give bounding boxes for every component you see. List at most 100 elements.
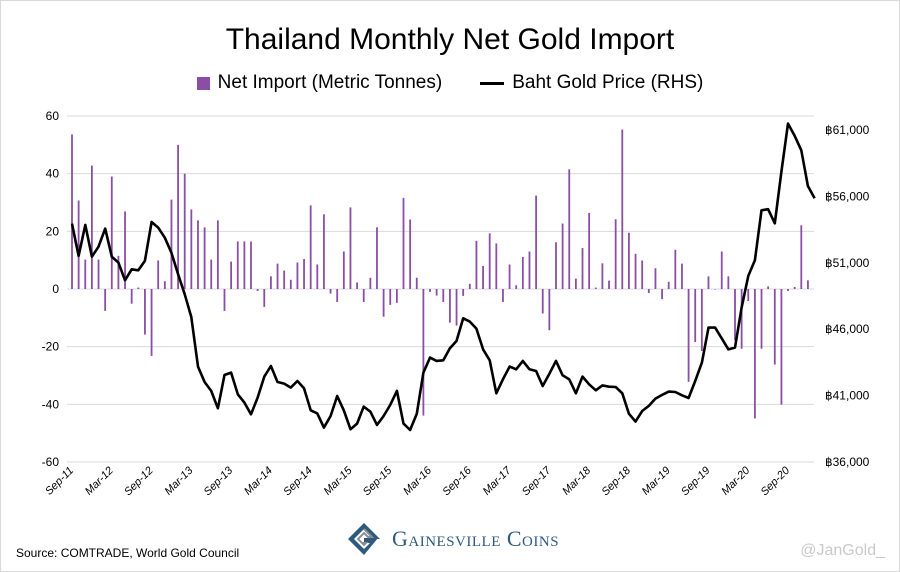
left-tick-label: 40 <box>46 167 60 181</box>
net-import-bar <box>555 242 557 289</box>
net-import-bar <box>150 289 153 356</box>
net-import-bar <box>395 289 398 303</box>
net-import-bar <box>71 134 73 289</box>
net-import-bar <box>97 259 100 289</box>
net-import-bar <box>442 289 445 302</box>
right-tick-label: ฿61,000 <box>825 123 870 137</box>
net-import-bar <box>183 173 186 289</box>
net-import-bar <box>720 251 723 289</box>
x-tick-label: Sep-14 <box>281 465 315 499</box>
net-import-bar <box>422 289 425 416</box>
net-import-bar <box>223 289 226 311</box>
x-tick-label: Sep-11 <box>43 465 76 498</box>
net-import-bar <box>700 289 703 351</box>
net-import-bar <box>270 276 272 289</box>
net-import-bar <box>130 289 133 304</box>
net-import-bar <box>807 280 809 289</box>
net-import-bar <box>177 144 179 289</box>
net-import-bar <box>515 285 518 289</box>
net-import-bar <box>276 263 279 289</box>
right-tick-label: ฿41,000 <box>825 389 870 403</box>
net-import-bar <box>568 169 571 289</box>
legend-swatch-bar <box>196 76 210 90</box>
net-import-bar <box>415 277 418 289</box>
x-tick-label: Mar-14 <box>242 465 275 498</box>
net-import-bar <box>681 263 683 289</box>
net-import-bar <box>541 289 544 314</box>
net-import-bar <box>488 233 491 289</box>
net-import-bar <box>402 197 405 289</box>
net-import-bar <box>800 225 803 289</box>
right-tick-label: ฿36,000 <box>825 455 870 469</box>
net-import-bar <box>197 220 199 289</box>
net-import-bar <box>263 289 266 307</box>
net-import-bar <box>601 263 604 289</box>
x-tick-label: Sep-12 <box>122 465 156 499</box>
net-import-bar <box>661 289 663 300</box>
net-import-bar <box>329 289 332 294</box>
net-import-bar <box>190 209 193 289</box>
net-import-bar <box>780 289 783 405</box>
net-import-bar <box>628 232 630 289</box>
net-import-bar <box>694 289 697 343</box>
net-import-bar <box>362 289 365 302</box>
net-import-bar <box>336 289 339 302</box>
x-tick-label: Sep-18 <box>599 464 633 498</box>
net-import-bar <box>250 241 252 289</box>
net-import-bar <box>734 289 736 341</box>
net-import-bar <box>495 243 498 289</box>
chart-title: Thailand Monthly Net Gold Import <box>225 23 675 56</box>
net-import-bar <box>528 251 531 289</box>
net-import-bar <box>727 276 730 289</box>
net-import-bar <box>316 264 319 289</box>
net-import-bar <box>309 205 312 289</box>
net-import-bar <box>654 268 657 289</box>
net-import-bar <box>124 211 126 289</box>
net-import-bar <box>256 289 259 292</box>
net-import-bar <box>170 199 173 289</box>
net-import-bar <box>747 289 750 302</box>
x-tick-label: Mar-15 <box>322 464 356 498</box>
right-tick-label: ฿46,000 <box>825 322 870 336</box>
net-import-bar <box>753 289 756 419</box>
net-import-bar <box>303 259 305 289</box>
x-tick-label: Mar-18 <box>560 464 594 498</box>
net-import-bar <box>621 129 624 289</box>
x-tick-label: Sep-20 <box>759 464 793 498</box>
net-import-bar <box>502 289 504 302</box>
net-import-bar <box>435 289 438 296</box>
left-tick-label: 60 <box>46 109 60 123</box>
left-tick-label: 0 <box>52 282 59 296</box>
net-import-bar <box>647 289 650 294</box>
legend-item-gold-price: Baht Gold Price (RHS) <box>480 72 703 94</box>
net-import-bar <box>243 241 246 289</box>
net-import-bar <box>760 289 763 349</box>
net-import-bar <box>482 265 484 289</box>
net-import-bar <box>382 289 385 317</box>
net-import-bar <box>210 259 213 289</box>
net-import-bar <box>203 227 206 289</box>
net-import-bar <box>641 260 644 289</box>
net-import-bar <box>296 262 299 289</box>
x-tick-label: Sep-15 <box>361 464 395 498</box>
net-import-bar <box>468 283 471 289</box>
net-import-bar <box>356 282 358 289</box>
gold-price-line <box>70 122 816 432</box>
net-import-bar <box>548 289 551 331</box>
net-import-bar <box>144 289 146 335</box>
net-import-bar <box>289 279 292 289</box>
net-import-bar <box>137 287 140 289</box>
net-import-bar <box>667 281 670 289</box>
net-import-bar <box>793 286 796 289</box>
net-import-bar <box>594 287 597 289</box>
net-import-bar <box>707 276 710 289</box>
net-import-bar <box>90 165 93 289</box>
net-import-bar <box>230 261 233 289</box>
legend: Net Import (Metric Tonnes) Baht Gold Pri… <box>1 72 899 94</box>
net-import-bar <box>342 251 345 289</box>
net-import-bar <box>561 223 564 289</box>
net-import-bar <box>104 289 107 311</box>
net-import-bar <box>634 253 637 289</box>
